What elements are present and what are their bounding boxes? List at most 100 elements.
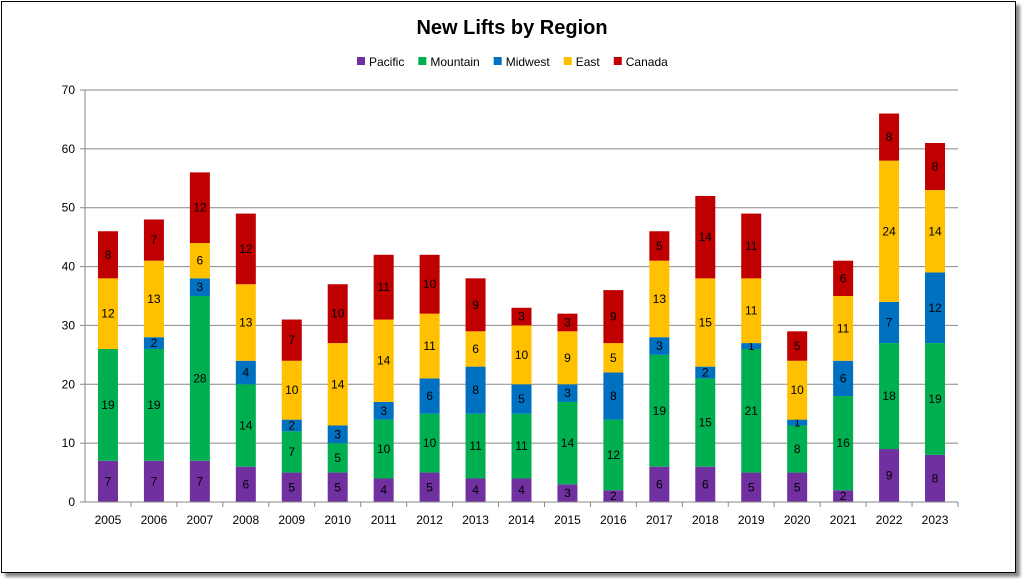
bar-segment-mountain bbox=[465, 413, 486, 479]
data-label: 8 bbox=[105, 248, 112, 262]
bar-segment-east bbox=[603, 343, 624, 373]
bar-segment-midwest bbox=[281, 419, 302, 432]
data-label: 3 bbox=[564, 386, 571, 400]
bar-segment-pacific bbox=[143, 460, 164, 502]
bar-segment-pacific bbox=[97, 460, 118, 502]
data-label: 6 bbox=[840, 271, 847, 285]
data-label: 11 bbox=[745, 239, 758, 253]
x-tick-label: 2023 bbox=[922, 513, 949, 527]
bar-segment-pacific bbox=[649, 466, 670, 502]
data-label: 12 bbox=[928, 301, 942, 315]
y-tick-label: 10 bbox=[62, 436, 76, 450]
x-tick-label: 2017 bbox=[646, 513, 673, 527]
bar-segment-pacific bbox=[879, 449, 900, 502]
bar-segment-east bbox=[189, 243, 210, 279]
data-label: 5 bbox=[794, 480, 801, 494]
data-label: 7 bbox=[105, 474, 112, 488]
data-label: 4 bbox=[380, 483, 387, 497]
data-label: 5 bbox=[334, 451, 341, 465]
data-label: 10 bbox=[377, 442, 391, 456]
data-label: 14 bbox=[239, 418, 253, 432]
data-label: 14 bbox=[561, 436, 575, 450]
bar-segment-pacific bbox=[603, 490, 624, 502]
data-label: 9 bbox=[886, 469, 893, 483]
data-label: 7 bbox=[197, 474, 204, 488]
y-tick-label: 40 bbox=[62, 260, 76, 274]
bar-segment-pacific bbox=[235, 466, 256, 502]
bar-segment-mountain bbox=[833, 396, 854, 491]
bar-segment-east bbox=[787, 360, 808, 420]
bar-segment-midwest bbox=[879, 301, 900, 344]
data-label: 24 bbox=[882, 224, 896, 238]
x-tick-label: 2018 bbox=[692, 513, 719, 527]
bar-segment-pacific bbox=[741, 472, 762, 502]
bar-segment-pacific bbox=[419, 472, 440, 502]
bar-segment-pacific bbox=[189, 460, 210, 502]
data-label: 9 bbox=[564, 351, 571, 365]
bar-segment-east bbox=[833, 296, 854, 361]
data-label: 8 bbox=[932, 160, 939, 174]
bar-segment-east bbox=[741, 278, 762, 344]
x-tick-label: 2007 bbox=[187, 513, 214, 527]
data-label: 12 bbox=[607, 448, 621, 462]
bar-segment-pacific bbox=[557, 484, 578, 502]
data-label: 8 bbox=[472, 383, 479, 397]
bar-segment-midwest bbox=[557, 384, 578, 402]
bar-segment-midwest bbox=[327, 425, 348, 444]
data-label: 5 bbox=[656, 239, 663, 253]
bar-segment-canada bbox=[281, 319, 302, 361]
bar-segment-midwest bbox=[419, 378, 440, 414]
data-label: 14 bbox=[928, 224, 942, 238]
data-label: 7 bbox=[151, 233, 158, 247]
data-label: 14 bbox=[377, 354, 391, 368]
data-label: 11 bbox=[423, 339, 436, 353]
bar-segment-pacific bbox=[373, 478, 394, 502]
bar-segment-canada bbox=[419, 254, 440, 314]
bar-segment-mountain bbox=[373, 419, 394, 479]
data-label: 13 bbox=[147, 292, 161, 306]
bar-segment-mountain bbox=[925, 343, 946, 455]
bar-segment-canada bbox=[557, 313, 578, 332]
data-label: 7 bbox=[151, 474, 158, 488]
data-label: 3 bbox=[380, 404, 387, 418]
bar-segment-mountain bbox=[281, 431, 302, 473]
data-label: 4 bbox=[518, 483, 525, 497]
x-tick-label: 2009 bbox=[278, 513, 305, 527]
data-label: 2 bbox=[702, 366, 709, 380]
bar-segment-canada bbox=[879, 113, 900, 161]
data-label: 10 bbox=[791, 383, 805, 397]
bar-segment-mountain bbox=[97, 348, 118, 461]
data-label: 13 bbox=[239, 315, 253, 329]
x-tick-label: 2019 bbox=[738, 513, 765, 527]
bar-segment-midwest bbox=[925, 272, 946, 344]
bar-segment-mountain bbox=[419, 413, 440, 473]
x-tick-label: 2005 bbox=[95, 513, 122, 527]
data-label: 9 bbox=[472, 298, 479, 312]
bar-segment-canada bbox=[511, 307, 532, 326]
legend-label: Canada bbox=[626, 55, 668, 69]
data-label: 2 bbox=[151, 336, 158, 350]
data-label: 10 bbox=[423, 277, 437, 291]
x-tick-label: 2006 bbox=[141, 513, 168, 527]
bar-segment-midwest bbox=[373, 401, 394, 420]
data-label: 21 bbox=[745, 404, 759, 418]
data-label: 2 bbox=[840, 489, 847, 503]
data-label: 7 bbox=[886, 315, 893, 329]
y-axis: 0 10 20 30 40 50 60 70 bbox=[62, 83, 86, 509]
bar-segment-east bbox=[97, 278, 118, 349]
data-label: 3 bbox=[197, 280, 204, 294]
bar-segment-midwest bbox=[511, 384, 532, 414]
data-label: 16 bbox=[836, 436, 850, 450]
bar-segment-mountain bbox=[649, 354, 670, 467]
bar-segment-east bbox=[695, 278, 716, 367]
data-label: 19 bbox=[653, 404, 667, 418]
bar-segment-canada bbox=[741, 213, 762, 279]
bar-segment-pacific bbox=[465, 478, 486, 502]
bar-segment-pacific bbox=[833, 490, 854, 502]
data-label: 3 bbox=[518, 310, 525, 324]
bar-segment-canada bbox=[833, 260, 854, 296]
data-label: 5 bbox=[426, 480, 433, 494]
y-tick-label: 0 bbox=[68, 495, 75, 509]
y-tick-label: 30 bbox=[62, 318, 76, 332]
data-label: 6 bbox=[472, 342, 479, 356]
